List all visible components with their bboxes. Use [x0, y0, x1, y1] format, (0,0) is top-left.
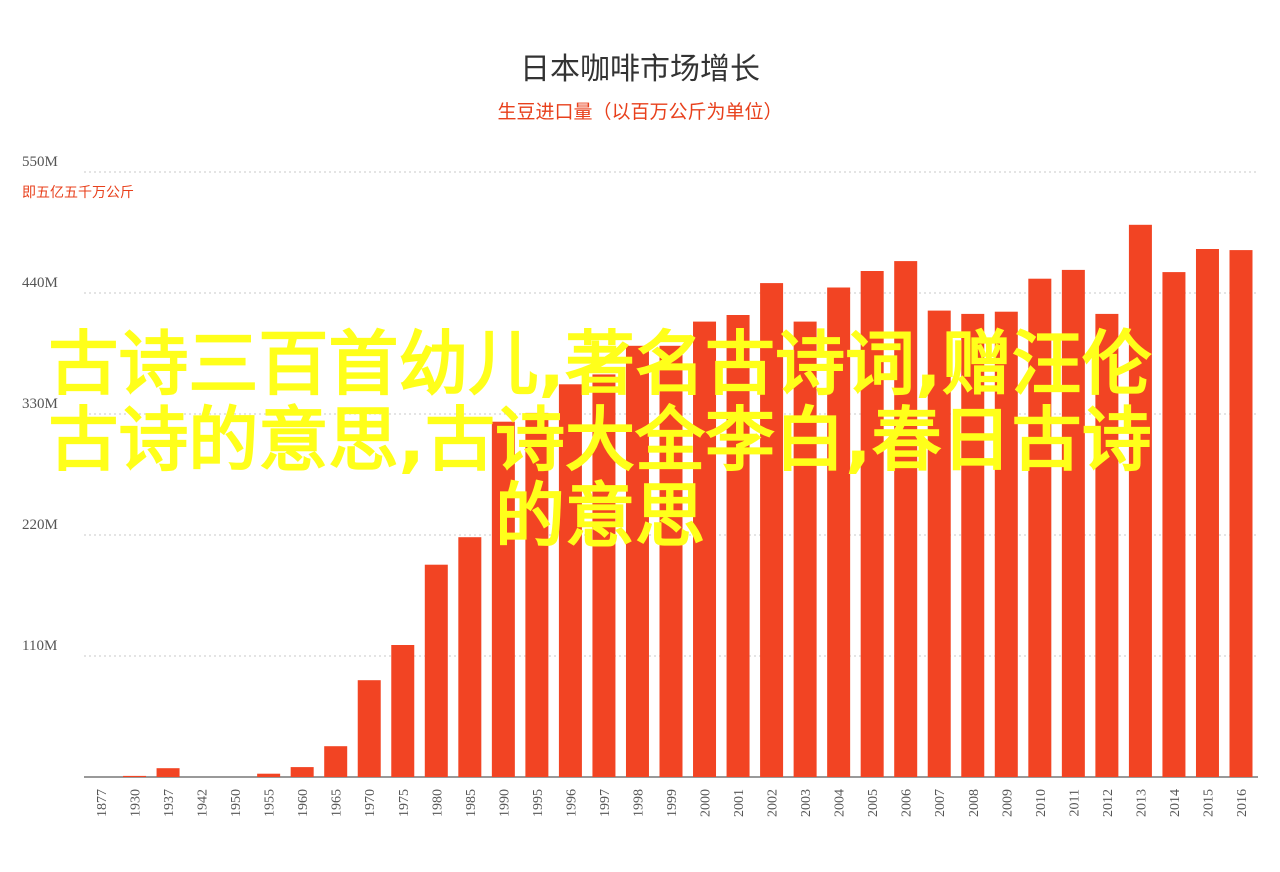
x-axis-ticks: 1877 1930 1937 1942 1950 1955 1960 1965 1970 1975… [95, 789, 1250, 817]
bar [1028, 278, 1052, 777]
y-tick-label: 220M [22, 517, 58, 533]
bar [1195, 249, 1219, 777]
x-tick-label: 1930 [129, 789, 144, 817]
x-tick-label: 1942 [196, 789, 211, 817]
bar [894, 261, 918, 778]
bar [860, 271, 884, 777]
y-axis-unit-note: 即五亿五千万公斤 [22, 185, 134, 201]
bar [693, 321, 717, 777]
x-tick-label: 2008 [967, 789, 982, 817]
x-tick-label: 1980 [430, 789, 445, 817]
bar [659, 345, 683, 777]
x-tick-label: 2002 [766, 789, 781, 817]
x-tick-label: 1937 [162, 789, 177, 817]
bar [1061, 269, 1085, 777]
bar [592, 374, 616, 777]
bar [927, 310, 951, 777]
y-tick-label: 440M [22, 275, 58, 291]
bar [391, 645, 415, 777]
y-tick-label: 330M [22, 396, 58, 412]
x-tick-label: 1996 [564, 789, 579, 817]
x-tick-label: 1985 [464, 789, 479, 817]
x-tick-label: 1997 [598, 789, 613, 817]
x-tick-label: 2009 [1000, 789, 1015, 817]
x-tick-label: 1998 [631, 789, 646, 817]
bar [257, 773, 281, 777]
x-tick-label: 2001 [732, 789, 747, 817]
x-tick-label: 2006 [900, 789, 915, 817]
bar [357, 680, 381, 777]
bar [625, 345, 649, 777]
x-tick-label: 1995 [531, 789, 546, 817]
bar [558, 384, 582, 777]
bar [1229, 250, 1253, 778]
x-tick-label: 2015 [1201, 789, 1216, 817]
bar [458, 537, 482, 777]
bar [525, 412, 549, 777]
x-tick-label: 2014 [1168, 789, 1183, 817]
x-tick-label: 2003 [799, 789, 814, 817]
bar [324, 746, 348, 777]
x-tick-label: 1975 [397, 789, 412, 817]
x-tick-label: 1877 [95, 789, 110, 817]
bar [1128, 224, 1152, 778]
bar [1162, 272, 1186, 777]
x-tick-label: 1955 [263, 789, 278, 817]
bar [1095, 313, 1119, 777]
bar [156, 768, 180, 777]
bar [961, 313, 985, 777]
bar [994, 311, 1018, 777]
x-tick-label: 2005 [866, 789, 881, 817]
x-tick-label: 1970 [363, 789, 378, 817]
y-tick-label: 110M [22, 638, 57, 654]
x-tick-label: 1990 [497, 789, 512, 817]
chart-subtitle: 生豆进口量（以百万公斤为单位） [497, 101, 783, 123]
y-axis-ticks: 110M 220M 330M 440M 550M [22, 154, 58, 654]
x-tick-label: 2012 [1101, 789, 1116, 817]
x-tick-label: 1950 [229, 789, 244, 817]
x-tick-label: 2004 [833, 789, 848, 817]
bars [123, 224, 1253, 778]
bar [123, 775, 147, 777]
bar [424, 564, 448, 777]
x-tick-label: 2000 [699, 789, 714, 817]
x-tick-label: 2011 [1067, 789, 1082, 816]
x-tick-label: 1960 [296, 789, 311, 817]
x-tick-label: 2010 [1034, 789, 1049, 817]
y-tick-label: 550M [22, 154, 58, 170]
bar [726, 315, 750, 777]
x-tick-label: 1999 [665, 789, 680, 817]
bar [827, 287, 851, 777]
chart-title: 日本咖啡市场增长 [520, 52, 760, 87]
bar [290, 767, 314, 777]
bar [793, 321, 817, 777]
bar [760, 283, 784, 777]
bar [491, 421, 515, 777]
x-tick-label: 2016 [1235, 789, 1250, 817]
x-tick-label: 2007 [933, 789, 948, 817]
x-tick-label: 2013 [1134, 789, 1149, 817]
x-tick-label: 1965 [330, 789, 345, 817]
